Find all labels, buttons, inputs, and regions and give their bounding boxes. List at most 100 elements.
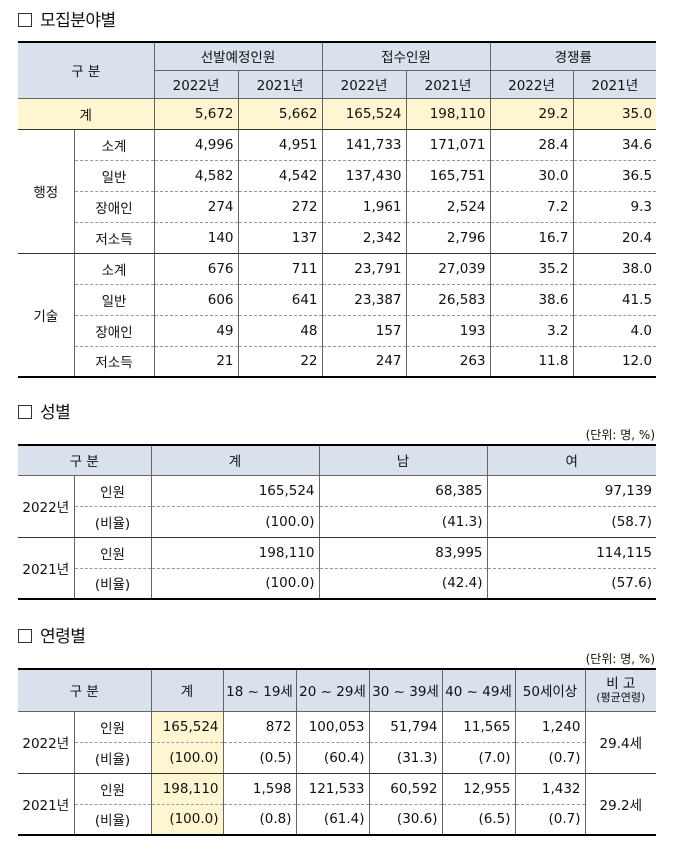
table-row: 장애인 274 272 1,961 2,524 7.2 9.3 [18, 191, 657, 223]
cell-value: 11.8 [489, 346, 574, 377]
cell-value: 137 [237, 222, 323, 254]
header-received: 접수인원 [321, 42, 491, 71]
cell-value: (41.3) [318, 506, 488, 538]
row-label: (비율) [73, 568, 152, 599]
row-label: (비율) [73, 804, 152, 835]
header-year: 2022년 [153, 70, 239, 99]
cell-value: (100.0) [150, 568, 320, 599]
cell-value: 1,598 [222, 773, 297, 805]
cell-value: (0.5) [222, 742, 297, 774]
cell-value: (30.6) [368, 804, 443, 835]
table-row: (비율) (100.0) (41.3) (58.7) [18, 506, 657, 538]
cell-value: (100.0) [150, 506, 320, 538]
cell-value: 30.0 [489, 160, 574, 192]
table-row: 행정 소계 4,996 4,951 141,733 171,071 28.4 3… [18, 129, 657, 254]
header-age-50-plus: 50세이상 [514, 669, 586, 712]
cell-value: 100,053 [295, 711, 370, 743]
cell-value: 5,672 [153, 98, 239, 130]
avg-age-note: 29.2세 [584, 773, 657, 835]
cell-value: 1,240 [514, 711, 586, 743]
cell-value: 9.3 [572, 191, 657, 223]
cell-value: (42.4) [318, 568, 488, 599]
checkbox-square-icon [18, 13, 32, 27]
row-label: (비율) [73, 742, 152, 774]
cell-value: 165,524 [321, 98, 407, 130]
cell-value: 3.2 [489, 315, 574, 347]
cell-value: (58.7) [486, 506, 657, 538]
cell-value: 4.0 [572, 315, 657, 347]
header-category: 구 분 [18, 42, 155, 99]
cell-value: 676 [153, 253, 239, 285]
header-total: 계 [150, 669, 224, 712]
avg-age-note: 29.4세 [584, 711, 657, 774]
cell-value: 38.6 [489, 284, 574, 316]
cell-value: (100.0) [150, 742, 224, 774]
header-age-20-29: 20 ~ 29세 [295, 669, 370, 712]
header-note: 비 고 (평균연령) [584, 669, 657, 712]
row-label: 소계 [73, 129, 155, 161]
cell-value: 5,662 [237, 98, 323, 130]
cell-value: 4,582 [153, 160, 239, 192]
cell-value: 41.5 [572, 284, 657, 316]
cell-value: 97,139 [486, 475, 657, 507]
year-label: 2022년 [18, 475, 74, 538]
cell-value: 171,071 [405, 129, 491, 161]
cell-value: 83,995 [318, 537, 488, 569]
header-male: 남 [318, 445, 488, 476]
header-year: 2021년 [405, 70, 491, 99]
year-label: 2021년 [22, 797, 70, 814]
cell-value: (0.7) [514, 742, 586, 774]
cell-value: 137,430 [321, 160, 407, 192]
cell-value: (31.3) [368, 742, 443, 774]
cell-value: 11,565 [441, 711, 516, 743]
cell-value: 16.7 [489, 222, 574, 254]
cell-value: (60.4) [295, 742, 370, 774]
section-title-field: 모집분야별 [18, 6, 116, 31]
row-label: 인원 [73, 475, 152, 507]
checkbox-square-icon [18, 405, 32, 419]
cell-value: 872 [222, 711, 297, 743]
cell-value: 114,115 [486, 537, 657, 569]
cell-value: 2,524 [405, 191, 491, 223]
section-title-age: 연령별 [18, 622, 86, 647]
header-note-sub: (평균연령) [596, 690, 646, 704]
cell-value: 27,039 [405, 253, 491, 285]
cell-value: 198,110 [150, 537, 320, 569]
cell-value: 60,592 [368, 773, 443, 805]
year-label: 2021년 [22, 561, 70, 578]
unit-label: (단위: 명, %) [585, 652, 655, 666]
cell-value: 36.5 [572, 160, 657, 192]
cell-value: 20.4 [572, 222, 657, 254]
cell-value: 21 [153, 346, 239, 377]
cell-value: 165,751 [405, 160, 491, 192]
row-label: 장애인 [73, 191, 155, 223]
row-label: 일반 [73, 284, 155, 316]
cell-value: 49 [153, 315, 239, 347]
cell-value: 165,524 [150, 475, 320, 507]
row-label: 인원 [73, 711, 152, 743]
cell-value: 48 [237, 315, 323, 347]
header-year: 2022년 [321, 70, 407, 99]
group-label: 기술 [33, 308, 59, 325]
header-female: 여 [486, 445, 657, 476]
cell-value: (0.8) [222, 804, 297, 835]
cell-value: (0.7) [514, 804, 586, 835]
row-label: 일반 [73, 160, 155, 192]
table-row: 2022년 인원 165,524 872 100,053 51,794 11,5… [18, 711, 657, 774]
cell-value: 35.0 [572, 98, 657, 130]
cell-value: (7.0) [441, 742, 516, 774]
total-label: 계 [18, 98, 155, 130]
cell-value: 2,342 [321, 222, 407, 254]
age-table: 구 분 계 18 ~ 19세 20 ~ 29세 30 ~ 39세 40 ~ 49… [18, 668, 657, 836]
cell-value: 1,961 [321, 191, 407, 223]
row-label: 인원 [73, 773, 152, 805]
field-table: 구 분 선발예정인원 접수인원 경쟁률 2022년 2021년 2022년 20… [18, 41, 657, 378]
cell-value: 4,996 [153, 129, 239, 161]
header-category: 구 분 [18, 445, 152, 476]
gender-table: 구 분 계 남 여 2022년 인원 165,524 68,385 97,139… [18, 444, 657, 600]
header-age-18-19: 18 ~ 19세 [222, 669, 297, 712]
cell-value: 26,583 [405, 284, 491, 316]
table-row: (비율) (100.0) (42.4) (57.6) [18, 568, 657, 599]
cell-value: 28.4 [489, 129, 574, 161]
row-label: 장애인 [73, 315, 155, 347]
